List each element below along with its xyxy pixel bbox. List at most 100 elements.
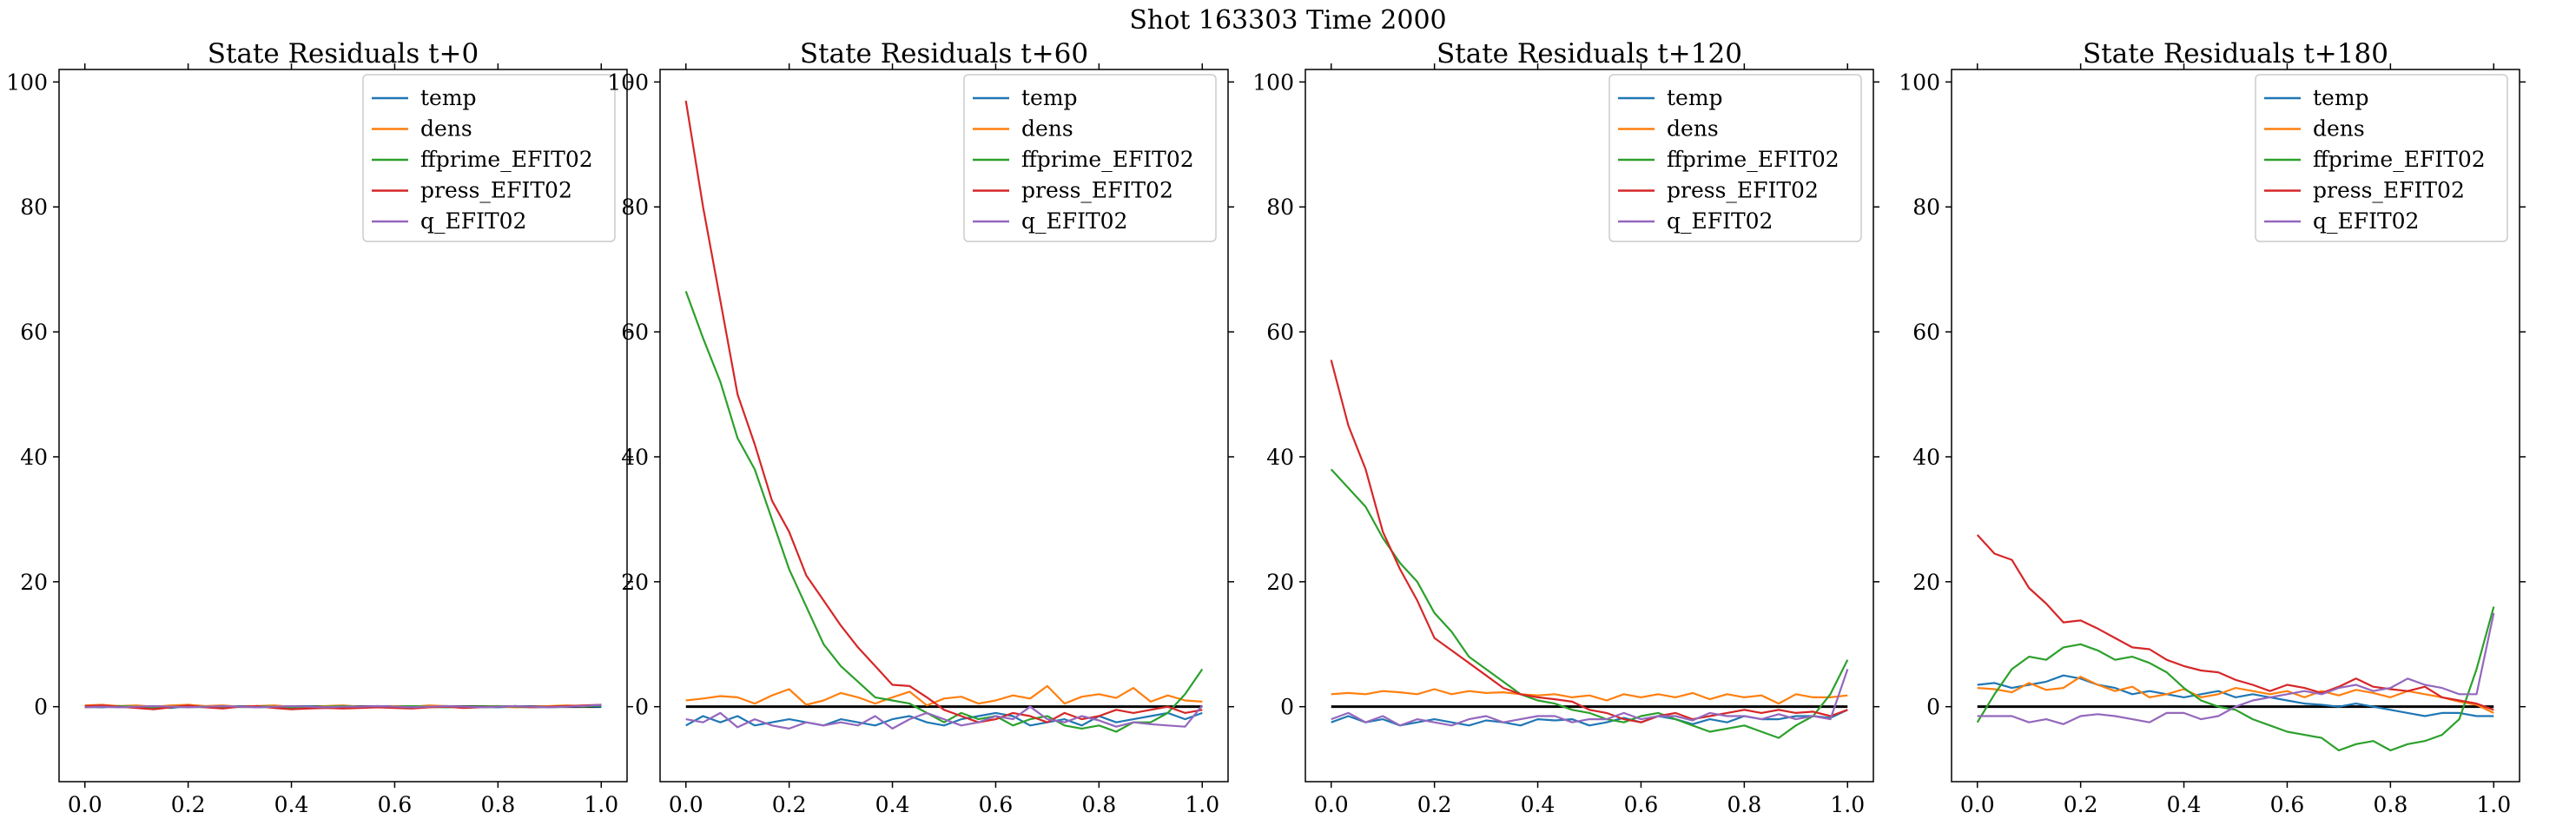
x-tick-label: 0.6	[1624, 792, 1659, 817]
series-line-press_EFIT02	[684, 100, 1203, 723]
panel-t180: State Residuals t+180 0 20 40 60 80 100 0.0 0.2 0…	[1899, 38, 2526, 817]
x-tick-label: 0.0	[669, 792, 703, 817]
y-tick-label: 40	[1912, 445, 1940, 470]
y-tick-label: 60	[1912, 320, 1940, 345]
legend-label: ffprime_EFIT02	[420, 147, 593, 172]
panel-title: State Residuals t+120	[1437, 38, 1742, 69]
plot-frame	[58, 69, 628, 783]
plot-frame	[659, 69, 1229, 783]
x-tick-label: 0.8	[480, 792, 515, 817]
x-tick-label: 1.0	[2476, 792, 2511, 817]
x-tick-label: 0.4	[875, 792, 910, 817]
y-tick-label: 60	[20, 320, 48, 345]
y-tick-label: 0	[1280, 695, 1294, 720]
x-tick-label: 1.0	[1185, 792, 1219, 817]
x-tick-label: 0.0	[1960, 792, 1995, 817]
legend-label: temp	[1667, 85, 1723, 110]
x-tick-label: 0.0	[1314, 792, 1349, 817]
panel-t120: State Residuals t+120 0 20 40 60 80 100 0.0 0.2 0…	[1252, 38, 1879, 817]
legend-box	[2255, 74, 2508, 242]
series-line-ffprime_EFIT02	[1330, 468, 1849, 739]
y-tick-label: 0	[34, 695, 48, 720]
y-tick-label: 40	[621, 445, 649, 470]
legend-label: dens	[1021, 116, 1073, 142]
series-line-ffprime_EFIT02	[1976, 606, 2495, 752]
legend-label: temp	[420, 85, 477, 110]
figure-suptitle: Shot 163303 Time 2000	[1129, 5, 1446, 36]
y-tick-label: 60	[621, 320, 649, 345]
legend-label: q_EFIT02	[420, 208, 526, 234]
x-tick-label: 0.6	[378, 792, 413, 817]
x-tick-label: 0.4	[2167, 792, 2202, 817]
series-line-press_EFIT02	[1330, 360, 1848, 723]
series-line-temp	[685, 711, 1203, 727]
legend-label: dens	[420, 116, 472, 142]
legend-label: temp	[2313, 85, 2369, 110]
legend-label: press_EFIT02	[1667, 178, 1819, 203]
x-tick-label: 0.8	[1081, 792, 1116, 817]
legend-box	[963, 74, 1217, 242]
legend-box	[1608, 74, 1862, 242]
x-tick-label: 0.6	[979, 792, 1014, 817]
y-tick-label: 100	[1899, 69, 1940, 95]
series-line-dens	[1331, 688, 1848, 705]
x-tick-label: 0.2	[772, 792, 807, 817]
panel-title: State Residuals t+60	[800, 38, 1088, 69]
series-line-temp	[1977, 674, 2494, 717]
panel-t0: State Residuals t+0 0 20 40 60 80 100 0.0 0.2 0.4…	[6, 38, 633, 817]
legend-label: q_EFIT02	[1021, 208, 1127, 234]
y-tick-label: 20	[621, 570, 649, 595]
y-tick-label: 40	[1266, 445, 1294, 470]
legend-label: q_EFIT02	[2313, 208, 2419, 234]
x-tick-label: 0.4	[274, 792, 309, 817]
x-tick-label: 0.2	[2064, 792, 2098, 817]
y-tick-label: 20	[20, 570, 48, 595]
legend-label: press_EFIT02	[420, 178, 572, 203]
y-tick-label: 20	[1912, 570, 1940, 595]
y-tick-label: 0	[1926, 695, 1940, 720]
legend-label: dens	[2313, 116, 2365, 142]
x-tick-label: 0.0	[68, 792, 102, 817]
series-line-q_EFIT02	[1977, 612, 2495, 725]
series-line-dens	[685, 684, 1203, 707]
y-tick-label: 60	[1266, 320, 1294, 345]
series-line-q_EFIT02	[1331, 669, 1849, 727]
x-tick-label: 0.8	[2373, 792, 2408, 817]
y-tick-label: 40	[20, 445, 48, 470]
y-tick-label: 80	[1912, 195, 1940, 220]
series-line-q_EFIT02	[84, 703, 602, 709]
x-tick-label: 0.4	[1521, 792, 1556, 817]
legend-label: q_EFIT02	[1667, 208, 1773, 234]
panel-title: State Residuals t+0	[208, 38, 479, 69]
series-line-press_EFIT02	[1976, 534, 2494, 711]
x-tick-label: 1.0	[1830, 792, 1865, 817]
y-tick-label: 100	[1252, 69, 1294, 95]
series-line-ffprime_EFIT02	[684, 291, 1204, 733]
legend-label: dens	[1667, 116, 1719, 142]
y-tick-label: 100	[6, 69, 48, 95]
x-tick-label: 0.6	[2270, 792, 2305, 817]
y-tick-label: 80	[20, 195, 48, 220]
y-tick-label: 20	[1266, 570, 1294, 595]
y-tick-label: 80	[621, 195, 649, 220]
legend-label: press_EFIT02	[1021, 178, 1173, 203]
plot-frame	[1305, 69, 1874, 783]
series-line-q_EFIT02	[685, 704, 1204, 730]
legend-label: press_EFIT02	[2313, 178, 2465, 203]
legend-box	[362, 74, 616, 242]
legend-label: ffprime_EFIT02	[2313, 147, 2486, 172]
legend-label: ffprime_EFIT02	[1021, 147, 1194, 172]
y-tick-label: 100	[607, 69, 649, 95]
panel-title: State Residuals t+180	[2083, 38, 2388, 69]
x-tick-label: 0.2	[1417, 792, 1452, 817]
legend-label: ffprime_EFIT02	[1667, 147, 1840, 172]
x-tick-label: 0.8	[1727, 792, 1761, 817]
x-tick-label: 1.0	[584, 792, 618, 817]
panel-t60: State Residuals t+60 0 20 40 60 80 100 0.0 0.2 0.…	[607, 38, 1234, 817]
plot-frame	[1951, 69, 2520, 783]
legend-label: temp	[1021, 85, 1078, 110]
x-tick-label: 0.2	[171, 792, 206, 817]
y-tick-label: 0	[635, 695, 649, 720]
y-tick-label: 80	[1266, 195, 1294, 220]
